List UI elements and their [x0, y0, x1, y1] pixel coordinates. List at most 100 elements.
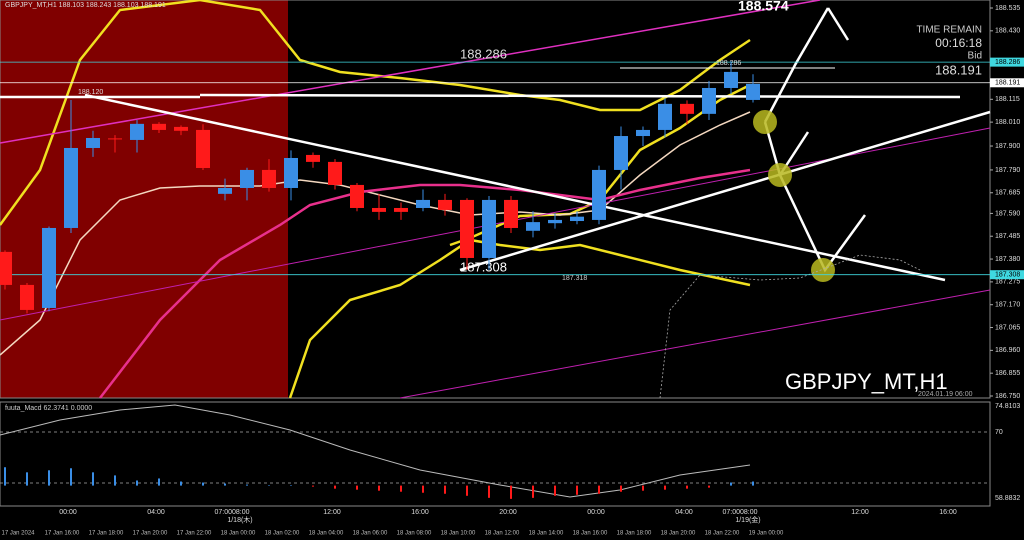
info-text: TIME REMAIN	[916, 25, 982, 36]
date-label: 18 Jan 10:00	[441, 531, 476, 537]
macd-bar	[268, 485, 270, 486]
pink-ma	[99, 168, 751, 399]
trend-line	[459, 110, 991, 272]
candle-body	[262, 169, 276, 188]
candle-body	[482, 199, 496, 258]
candle-body	[592, 169, 606, 220]
y-tick-label: 187.485	[995, 233, 1020, 240]
macd-bar	[598, 485, 600, 494]
macd-bar	[378, 485, 380, 491]
macd-frame	[0, 401, 991, 507]
macd-bar	[312, 485, 314, 487]
candle-body	[636, 129, 650, 137]
bollinger-upper	[0, 0, 751, 226]
time-label: 16:00	[939, 509, 957, 516]
candle-body	[526, 222, 540, 231]
macd-bar	[180, 481, 182, 486]
trend-line	[199, 93, 961, 99]
date-label: 17 Jan 16:00	[45, 531, 80, 537]
candle-body	[152, 123, 166, 130]
date-label: 18 Jan 02:00	[265, 531, 300, 537]
y-tick-label: 187.790	[995, 167, 1020, 174]
macd-bar	[620, 485, 622, 492]
candle-body	[614, 136, 628, 170]
y-tick-label: 187.065	[995, 324, 1020, 331]
candle-body	[108, 138, 122, 140]
candle-body	[20, 284, 34, 310]
timestamp: 2024.01.19 06:00	[918, 391, 973, 398]
macd-bar	[114, 475, 116, 486]
date-label: 19 Jan 00:00	[749, 531, 784, 537]
info-text: 188.191	[935, 62, 982, 77]
candle-body	[64, 147, 78, 228]
candle-body	[130, 123, 144, 140]
macd-axis-label: 74.8103	[995, 403, 1020, 410]
candle-body	[548, 219, 562, 224]
macd-bar	[422, 485, 424, 493]
date-label: 17 Jan 2024	[1, 531, 35, 537]
macd-title: fuuta_Macd 62.3741 0.0000	[5, 405, 92, 412]
time-label: 04:00	[147, 509, 165, 516]
y-tick-label: 188.010	[995, 119, 1020, 126]
macd-bar	[752, 481, 754, 486]
date-label: 18 Jan 08:00	[397, 531, 432, 537]
chart-title: GBPJPY_MT,H1 188.103 188.243 188.103 188…	[5, 2, 166, 9]
date-label: 17 Jan 18:00	[89, 531, 124, 537]
ichimoku-cloud	[659, 254, 921, 399]
macd-bar	[510, 485, 512, 499]
date-label: 18 Jan 00:00	[221, 531, 256, 537]
annotation: 188.286	[716, 60, 741, 67]
day-label: 1/18(木)	[227, 515, 252, 524]
candle-body	[438, 199, 452, 210]
scenario-arrow	[826, 7, 850, 41]
channel-upper	[0, 0, 821, 144]
y-tick-label: 186.750	[995, 393, 1020, 400]
macd-bar	[4, 467, 6, 486]
macd-axis-label: 58.8832	[995, 495, 1020, 502]
y-tick-label: 187.170	[995, 302, 1020, 309]
date-label: 18 Jan 18:00	[617, 531, 652, 537]
time-label: 12:00	[851, 509, 869, 516]
date-label: 18 Jan 16:00	[573, 531, 608, 537]
y-tick-label: 186.960	[995, 347, 1020, 354]
level-annotation: 187.308	[460, 259, 507, 274]
macd-bar	[642, 485, 644, 491]
macd-bar	[290, 485, 292, 486]
macd-bar	[708, 485, 710, 488]
time-label: 00:00	[587, 509, 605, 516]
y-tick-label: 187.590	[995, 210, 1020, 217]
candle-body	[0, 251, 12, 285]
macd-bar	[136, 480, 138, 486]
macd-bar	[466, 485, 468, 496]
y-tick-label: 188.115	[995, 96, 1020, 103]
candle-body	[746, 83, 760, 100]
y-tick-label: 187.275	[995, 279, 1020, 286]
session-highlight	[0, 0, 288, 398]
date-label: 18 Jan 14:00	[529, 531, 564, 537]
candle-body	[416, 199, 430, 208]
scenario-arrow	[763, 121, 867, 273]
macd-bar	[92, 472, 94, 486]
time-label: 00:00	[59, 509, 77, 516]
candle-body	[504, 199, 518, 228]
point-marker	[753, 110, 777, 134]
main-frame	[0, 0, 991, 399]
macd-bar	[334, 485, 336, 489]
macd-bar	[224, 483, 226, 486]
macd-bar	[576, 485, 578, 495]
macd-bar	[532, 485, 534, 498]
day-label: 1/19(金)	[735, 515, 760, 524]
date-label: 18 Jan 12:00	[485, 531, 520, 537]
macd-bar	[664, 485, 666, 490]
scenario-arrow	[763, 7, 830, 123]
watermark: GBPJPY_MT,H1	[785, 369, 948, 394]
candle-body	[284, 157, 298, 188]
level-label: 187.308	[995, 272, 1020, 279]
y-tick-label: 188.535	[995, 5, 1020, 12]
date-label: 18 Jan 06:00	[353, 531, 388, 537]
moving-average	[0, 111, 751, 356]
macd-bar	[730, 482, 732, 486]
annotation: 188.120	[78, 89, 103, 96]
macd-bar	[70, 468, 72, 486]
macd-bar	[356, 485, 358, 490]
